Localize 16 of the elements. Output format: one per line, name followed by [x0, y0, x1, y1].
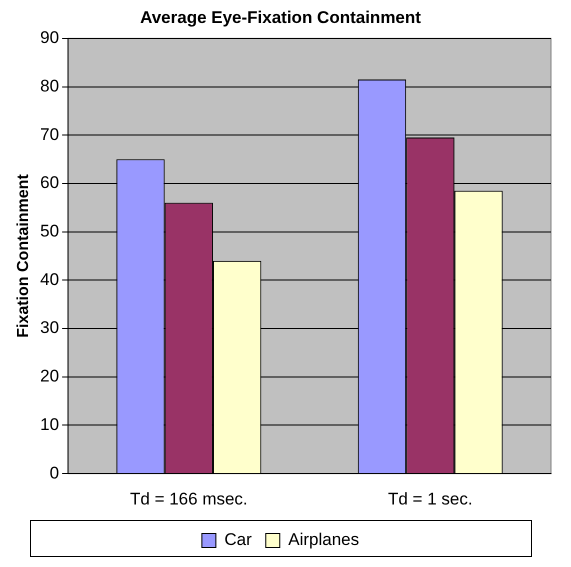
y-tick-label: 10: [40, 414, 60, 434]
y-tick-label: 30: [40, 318, 60, 338]
legend-label: Car: [224, 530, 252, 550]
x-tick-label: Td = 166 msec.: [130, 489, 248, 508]
y-tick-label: 80: [40, 76, 60, 96]
chart-title: Average Eye-Fixation Containment: [140, 8, 422, 27]
y-tick-label: 70: [40, 124, 60, 144]
y-tick-label: 40: [40, 270, 60, 289]
y-tick-label: 90: [40, 28, 60, 48]
legend-label: Airplanes: [288, 530, 360, 550]
y-axis-title: Fixation Containment: [15, 174, 32, 338]
y-tick-label: 60: [40, 173, 60, 192]
y-tick-label: 20: [40, 366, 60, 386]
y-tick-label: 0: [50, 463, 60, 482]
x-tick-label: Td = 1 sec.: [388, 489, 473, 508]
y-tick-label: 50: [40, 222, 60, 241]
